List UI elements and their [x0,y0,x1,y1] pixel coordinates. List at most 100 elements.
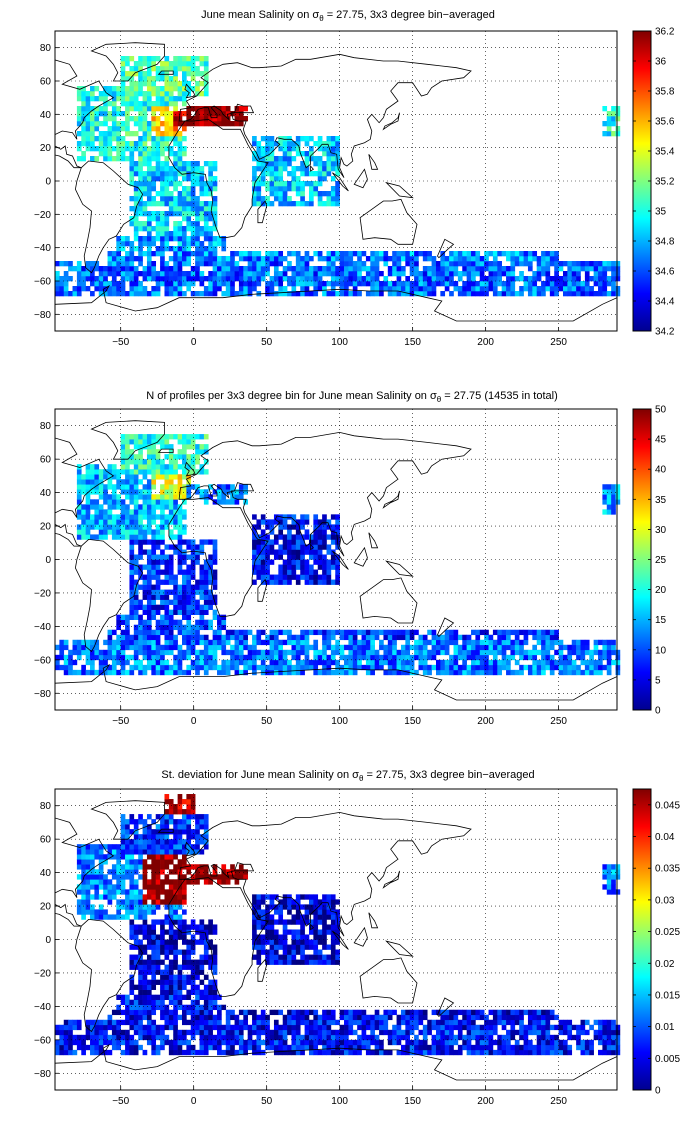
data-cell [330,161,336,167]
data-cell [168,61,174,67]
data-cell [142,271,148,277]
data-cell [125,634,130,641]
data-cell [295,534,301,540]
y-tick-label: 40 [40,488,52,499]
data-cell [523,276,529,282]
data-cell [352,276,358,282]
data-cell [186,954,192,960]
x-tick-label: −50 [112,716,129,727]
data-cell [212,579,218,585]
data-cell [203,619,209,626]
data-cell [182,81,187,87]
data-cell [182,166,187,172]
data-cell [138,246,143,252]
data-cell [203,494,209,500]
data-cell [164,1024,170,1031]
data-cell [103,91,108,97]
data-cell [125,524,130,530]
data-cell [449,659,454,666]
data-cell [414,669,419,676]
data-cell [173,624,178,631]
data-cell [392,649,397,656]
data-cell [142,514,148,520]
data-cell [554,271,559,277]
data-cell [129,116,135,122]
data-cell [405,286,411,292]
data-cell [444,286,450,292]
data-cell [457,649,463,656]
data-cell [330,146,336,152]
data-cell [164,186,170,192]
data-cell [221,499,227,505]
data-cell [94,489,100,495]
data-cell [160,664,165,671]
data-cell [76,116,82,122]
data-cell [98,271,104,277]
data-cell [326,664,332,671]
data-cell [414,654,419,661]
data-cell [107,1039,113,1046]
data-cell [120,994,126,1000]
data-cell [300,261,305,267]
data-cell [287,291,292,297]
data-cell [160,834,165,840]
data-cell [195,71,200,77]
coastline [257,578,268,602]
data-cell [164,974,170,980]
data-cell [282,146,288,152]
data-cell [326,136,332,142]
data-cell [199,211,205,217]
data-cell [177,131,183,137]
data-cell [405,634,411,641]
data-cell [589,261,594,267]
data-cell [177,799,183,805]
data-cell [85,126,91,132]
data-cell [365,276,371,282]
data-cell [195,819,200,825]
data-cell [146,964,152,970]
data-cell [203,469,209,475]
data-cell [234,111,240,117]
data-cell [160,464,165,470]
data-cell [221,276,227,282]
data-cell [392,256,397,262]
data-cell [300,514,305,520]
data-cell [273,171,279,177]
data-cell [146,854,152,860]
data-cell [155,844,161,850]
data-cell [567,271,573,277]
data-cell [173,454,178,460]
data-cell [190,1009,196,1016]
data-cell [444,659,450,666]
data-cell [133,221,139,227]
data-cell [160,71,165,77]
data-cell [173,186,178,192]
data-cell [282,181,288,187]
data-cell [151,654,157,661]
data-cell [370,256,375,262]
data-cell [173,246,178,252]
data-cell [370,271,375,277]
data-cell [199,934,205,940]
data-cell [142,869,148,875]
data-cell [138,469,143,475]
data-cell [142,534,148,540]
data-cell [182,819,187,825]
data-cell [186,829,192,835]
y-tick-label: 40 [40,110,52,121]
data-cell [168,804,174,810]
data-cell [138,544,143,550]
data-cell [562,291,568,297]
data-cell [357,251,362,257]
data-cell [195,559,200,565]
data-cell [313,659,319,666]
data-cell [151,554,157,560]
data-cell [282,166,288,172]
data-cell [146,629,152,636]
data-cell [125,494,130,500]
data-cell [151,834,157,840]
data-cell [313,569,319,575]
data-cell [120,524,126,530]
data-cell [282,191,288,197]
data-cell [190,459,196,465]
